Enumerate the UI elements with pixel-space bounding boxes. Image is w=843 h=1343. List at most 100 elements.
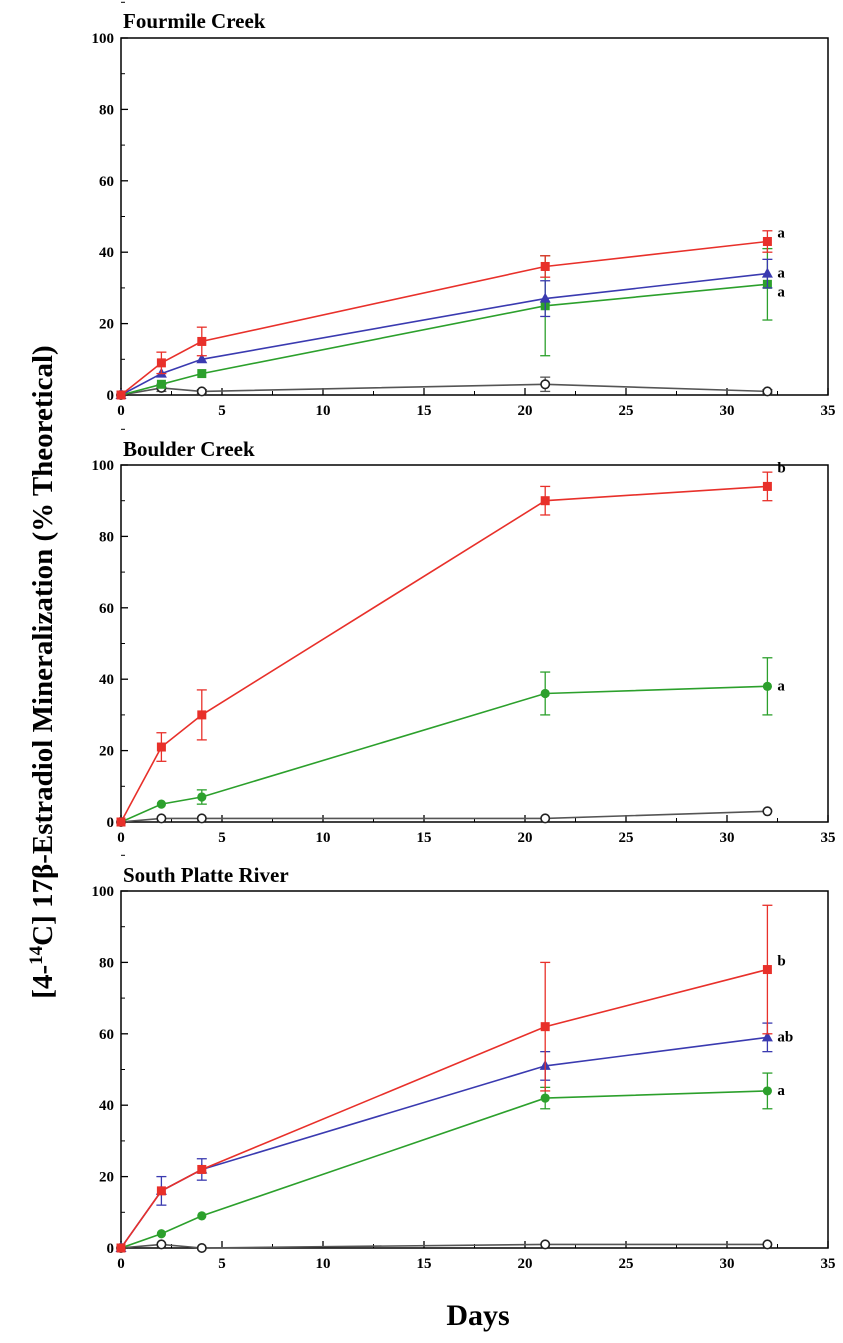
series-line (120, 240, 768, 396)
series-3 (115, 258, 773, 399)
x-tick-label: 20 (518, 403, 533, 419)
x-axis-label: Days (446, 1299, 509, 1332)
data-point (156, 813, 167, 824)
y-tick-label: 20 (99, 317, 114, 333)
data-point (761, 267, 773, 278)
significance-letter: a (777, 266, 785, 282)
data-point (116, 817, 126, 827)
x-tick-label: 15 (417, 403, 432, 419)
series-line (120, 272, 768, 396)
data-point (197, 336, 207, 346)
data-point (197, 1164, 207, 1174)
x-tick-label: 35 (821, 1256, 836, 1272)
data-point (762, 965, 772, 975)
y-tick-label: 60 (99, 174, 114, 190)
y-tick-label: 40 (99, 245, 114, 261)
y-tick-label: 60 (99, 601, 114, 617)
series-line (120, 968, 768, 1249)
data-point (761, 1031, 773, 1042)
series-line (120, 810, 768, 823)
data-point (540, 496, 550, 506)
significance-letter: a (777, 1083, 785, 1099)
data-point (762, 481, 772, 491)
y-axis-label: [4-14C] 17β-Estradiol Mineralization (% … (26, 345, 59, 998)
data-point (197, 1211, 207, 1221)
series-line (120, 383, 768, 396)
plot-frame (120, 37, 829, 396)
y-tick-label: 40 (99, 1098, 114, 1114)
x-tick-label: 15 (417, 1256, 432, 1272)
data-point (762, 236, 772, 246)
series-1 (116, 1239, 773, 1254)
x-tick-label: 5 (218, 830, 226, 846)
data-point (762, 1086, 773, 1096)
y-tick-label: 20 (99, 1170, 114, 1186)
x-tick-label: 20 (518, 1256, 533, 1272)
y-tick-label: 100 (92, 31, 115, 47)
data-point (762, 681, 773, 691)
data-point (540, 688, 550, 699)
y-tick-label: 60 (99, 1027, 114, 1043)
data-point (197, 369, 207, 379)
x-tick-label: 5 (218, 1256, 226, 1272)
y-tick-label: 100 (92, 458, 115, 474)
data-point (540, 813, 551, 824)
data-point (540, 1239, 551, 1250)
x-tick-label: 35 (821, 403, 836, 419)
y-axis-label-post: C] 17β-Estradiol Mineralization (% Theor… (27, 345, 59, 946)
x-tick-label: 0 (117, 403, 125, 419)
significance-letter: b (777, 954, 785, 970)
x-tick-label: 10 (316, 1256, 331, 1272)
y-tick-label: 80 (99, 529, 114, 545)
series-2 (116, 247, 773, 400)
series-line (120, 283, 768, 396)
x-tick-label: 30 (720, 403, 735, 419)
data-point (540, 1093, 550, 1103)
x-tick-label: 15 (417, 830, 432, 846)
x-tick-label: 25 (619, 830, 634, 846)
chart-title: South Platte River (123, 863, 289, 887)
y-tick-label: 100 (92, 884, 115, 900)
x-tick-label: 30 (720, 1256, 735, 1272)
data-point (156, 358, 166, 368)
data-point (116, 390, 126, 400)
x-tick-label: 35 (821, 830, 836, 846)
y-tick-label: 40 (99, 672, 114, 688)
data-point (116, 1243, 126, 1253)
y-axis-label-pre: [4- (27, 965, 59, 999)
significance-letter: b (777, 460, 785, 476)
data-point (196, 813, 207, 824)
data-point (156, 742, 166, 752)
plot-frame (120, 890, 829, 1249)
data-point (156, 379, 166, 389)
data-point (762, 806, 773, 817)
series-3 (115, 1022, 773, 1252)
data-point (156, 1186, 166, 1196)
significance-letter: a (777, 678, 785, 694)
panel-3: South Platte River 0 20 40 60 80 100 0 5 10 15 20 25… (92, 854, 836, 1272)
data-point (540, 379, 551, 390)
significance-letter: a (777, 225, 785, 241)
y-tick-label: 0 (107, 388, 115, 404)
series-3 (116, 471, 773, 827)
x-tick-label: 10 (316, 830, 331, 846)
data-point (156, 1229, 166, 1239)
series-2 (116, 1072, 773, 1253)
data-point (539, 292, 551, 303)
series-line (120, 685, 768, 823)
x-tick-label: 10 (316, 403, 331, 419)
chart-title: Fourmile Creek (123, 9, 266, 33)
data-point (196, 1243, 207, 1254)
x-tick-label: 25 (619, 1256, 634, 1272)
data-point (762, 386, 773, 397)
data-point (540, 1022, 550, 1032)
series-4 (116, 230, 773, 400)
x-tick-label: 20 (518, 830, 533, 846)
data-point (196, 353, 208, 364)
y-tick-label: 0 (107, 815, 115, 831)
x-tick-label: 0 (117, 830, 125, 846)
y-axis-label-sup: 14 (26, 945, 47, 965)
significance-letter: ab (777, 1029, 793, 1045)
x-tick-label: 30 (720, 830, 735, 846)
